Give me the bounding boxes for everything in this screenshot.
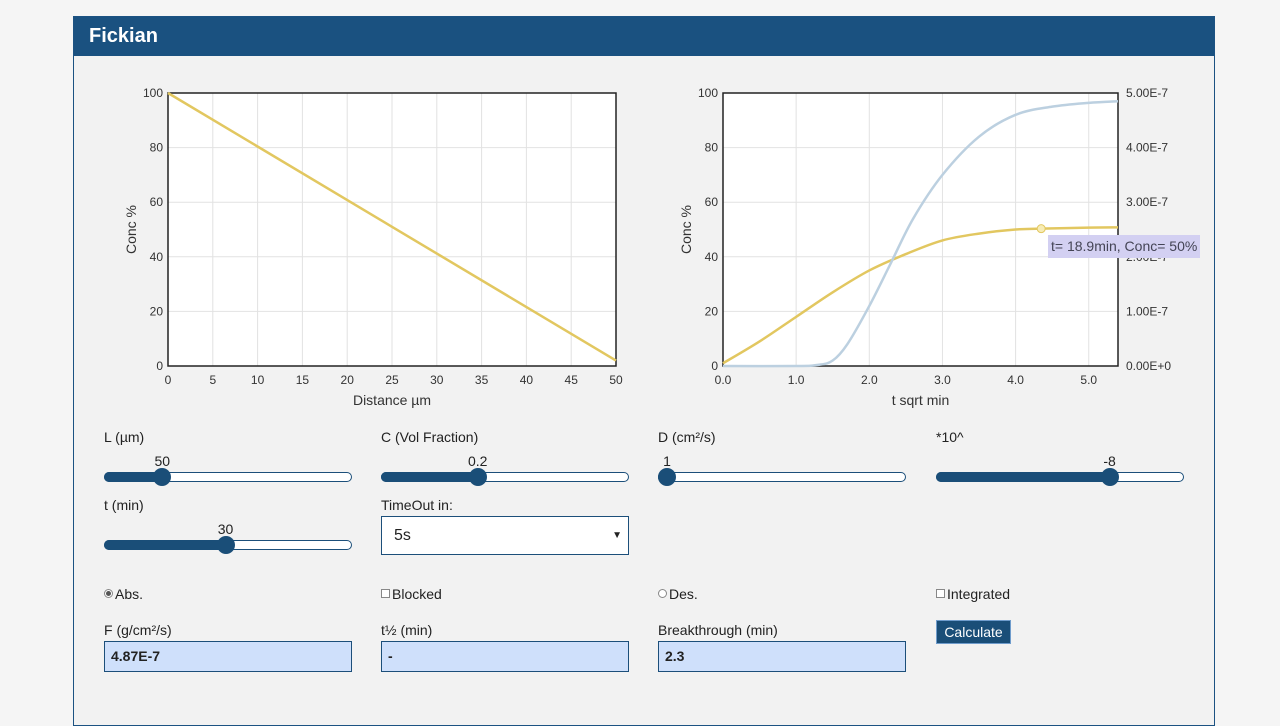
x-tick-label: 0.0 <box>715 373 732 387</box>
x-tick-label: 2.0 <box>861 373 878 387</box>
y-tick-label: 0 <box>711 359 718 373</box>
panel-title: Fickian <box>74 17 1214 56</box>
chevron-down-icon: ▼ <box>612 530 622 541</box>
t-label: t (min) <box>104 497 144 513</box>
y2-tick-label: 4.00E-7 <box>1126 141 1168 155</box>
slider-thumb[interactable] <box>468 468 487 486</box>
radio-icon <box>658 589 667 598</box>
concentration-time-svg: 0.0 1.0 2.0 3.0 4.0 5.0 0 20 40 60 80 100 0.00E+0 1.0… <box>678 86 1171 408</box>
y-axis-label: Conc % <box>123 205 139 254</box>
abs-label: Abs. <box>115 586 144 602</box>
x-axis-label: Distance µm <box>353 392 431 408</box>
slider-value: 1 <box>663 453 671 469</box>
exponent-slider[interactable]: -8 <box>936 453 1184 487</box>
plot-border <box>722 92 1119 367</box>
slider-value: 50 <box>154 453 171 469</box>
y-tick-label: 80 <box>705 141 719 155</box>
chart-tooltip: t= 18.9min, Conc= 50% <box>1048 235 1201 258</box>
y-tick-label: 60 <box>705 195 719 209</box>
y-tick-label: 80 <box>150 141 164 155</box>
x-tick-label: 5 <box>209 373 216 387</box>
x-axis-label: t sqrt min <box>892 392 950 408</box>
slider-value: 0.2 <box>467 453 488 469</box>
x-tick-label: 4.0 <box>1007 373 1024 387</box>
y-tick-label: 20 <box>705 304 719 318</box>
slider-thumb[interactable] <box>1100 468 1119 486</box>
x-tick-label: 10 <box>251 373 265 387</box>
d-slider[interactable]: 1 <box>658 453 906 487</box>
timeout-select[interactable]: 5s ▼ <box>381 516 629 555</box>
integrated-label: Integrated <box>947 586 1011 602</box>
c-label: C (Vol Fraction) <box>381 429 479 445</box>
x-tick-label: 50 <box>609 373 623 387</box>
abs-radio[interactable]: Abs. <box>104 586 143 602</box>
y2-tick-label: 3.00E-7 <box>1126 195 1168 209</box>
l-label: L (µm) <box>104 429 145 445</box>
slider-fill <box>936 472 1110 482</box>
x-tick-label: 15 <box>296 373 310 387</box>
concentration-profile-chart: 0 5 10 15 20 25 30 35 40 45 50 0 20 40 60 80 100 Distance… <box>110 80 640 415</box>
checkbox-icon <box>936 589 945 598</box>
y2-tick-label: 5.00E-7 <box>1126 86 1168 100</box>
x-tick-label: 30 <box>430 373 444 387</box>
flux-series-line <box>722 99 1119 368</box>
x-tick-label: 20 <box>341 373 355 387</box>
y-tick-label: 0 <box>156 359 163 373</box>
slider-thumb[interactable] <box>216 536 235 554</box>
x-tick-label: 35 <box>475 373 489 387</box>
y-tick-label: 100 <box>143 86 163 100</box>
plot-border <box>167 92 617 367</box>
l-slider[interactable]: 50 <box>104 453 352 487</box>
blocked-label: Blocked <box>392 586 442 602</box>
exponent-label: *10^ <box>936 429 964 445</box>
c-slider[interactable]: 0.2 <box>381 453 629 487</box>
y-tick-label: 20 <box>150 304 164 318</box>
y-tick-label: 40 <box>705 250 719 264</box>
checkbox-icon <box>381 589 390 598</box>
y-tick-label: 40 <box>150 250 164 264</box>
concentration-profile-svg: 0 5 10 15 20 25 30 35 40 45 50 0 20 40 60 80 100 Distance… <box>123 86 623 408</box>
timeout-label: TimeOut in: <box>381 497 453 513</box>
highlight-point <box>1036 224 1046 234</box>
slider-fill <box>104 472 163 482</box>
half-time-field[interactable]: - <box>381 641 629 672</box>
t-slider[interactable]: 30 <box>104 521 352 555</box>
slider-fill <box>104 540 226 550</box>
des-radio[interactable]: Des. <box>658 586 698 602</box>
x-tick-label: 5.0 <box>1080 373 1097 387</box>
slider-thumb[interactable] <box>658 468 676 486</box>
y2-tick-label: 1.00E-7 <box>1126 304 1168 318</box>
slider-thumb[interactable] <box>153 468 172 486</box>
d-label: D (cm²/s) <box>658 429 716 445</box>
x-tick-label: 0 <box>165 373 172 387</box>
y2-tick-label: 0.00E+0 <box>1126 359 1171 373</box>
slider-fill <box>381 472 478 482</box>
des-label: Des. <box>669 586 698 602</box>
x-tick-label: 40 <box>520 373 534 387</box>
flux-field[interactable]: 4.87E-7 <box>104 641 352 672</box>
x-tick-label: 1.0 <box>788 373 805 387</box>
flux-label: F (g/cm²/s) <box>104 622 172 638</box>
radio-checked-icon <box>104 589 113 598</box>
timeout-value: 5s <box>394 527 411 544</box>
y-tick-label: 60 <box>150 195 164 209</box>
calculate-button[interactable]: Calculate <box>936 620 1011 644</box>
breakthrough-label: Breakthrough (min) <box>658 622 778 638</box>
concentration-series-line <box>167 91 617 362</box>
x-tick-label: 25 <box>385 373 399 387</box>
x-tick-label: 45 <box>565 373 579 387</box>
slider-value: 30 <box>217 521 234 537</box>
slider-value: -8 <box>1103 453 1116 469</box>
breakthrough-field[interactable]: 2.3 <box>658 641 906 672</box>
y-axis-label: Conc % <box>678 205 694 254</box>
x-tick-label: 3.0 <box>934 373 951 387</box>
slider-track <box>658 472 906 482</box>
blocked-checkbox[interactable]: Blocked <box>381 586 442 602</box>
concentration-time-chart: 0.0 1.0 2.0 3.0 4.0 5.0 0 20 40 60 80 100 0.00E+0 1.0… <box>665 80 1185 415</box>
y-tick-label: 100 <box>698 86 718 100</box>
half-time-label: t½ (min) <box>381 622 433 638</box>
integrated-checkbox[interactable]: Integrated <box>936 586 1010 602</box>
